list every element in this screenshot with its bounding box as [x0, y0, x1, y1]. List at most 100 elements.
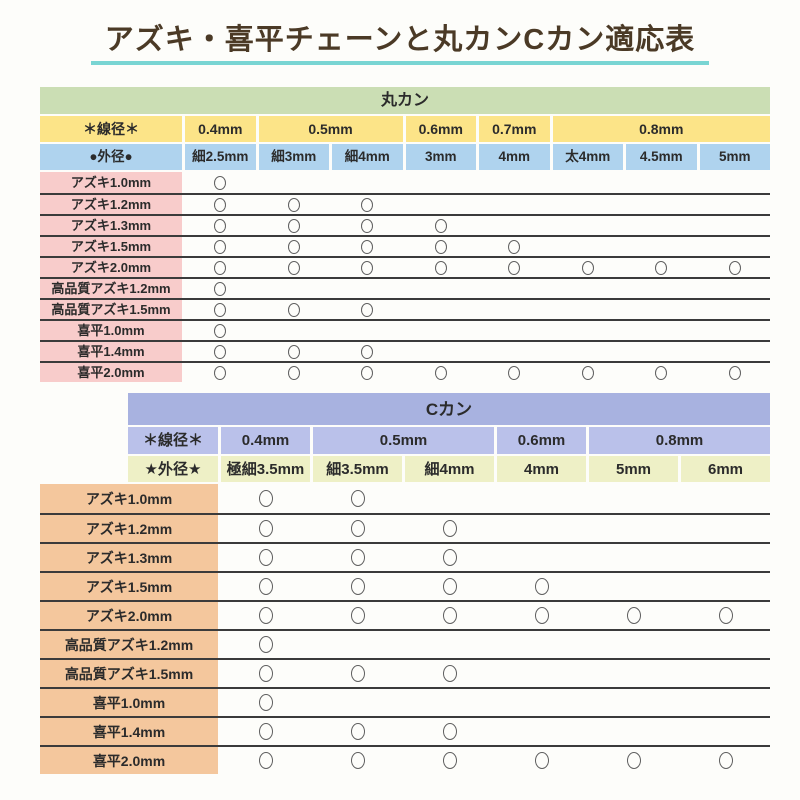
maru-kan-table: 丸カン ＊線径＊ 0.4mm 0.5mm 0.6mm 0.7mm 0.8mm ●外径● 細2.5…: [40, 87, 770, 382]
empty-cell: [626, 300, 697, 319]
empty-cell: [313, 689, 402, 716]
circle-mark: [258, 520, 273, 537]
circle-mark: [581, 260, 594, 275]
compat-cell: [221, 484, 310, 513]
circle-mark: [214, 344, 227, 359]
table-title: Cカン: [128, 393, 770, 425]
empty-cell: [700, 172, 771, 193]
compat-cell: [405, 718, 494, 745]
circle-mark: [350, 490, 365, 507]
circle-mark: [350, 752, 365, 769]
compat-cell: [405, 515, 494, 542]
compat-cell: [185, 279, 256, 298]
outer-diameter-value: 細2.5mm: [185, 144, 256, 170]
row-label: アズキ2.0mm: [40, 258, 182, 277]
compat-cell: [405, 573, 494, 600]
compat-cell: [479, 363, 550, 382]
row-label: 喜平1.4mm: [40, 342, 182, 361]
compat-cell: [589, 747, 678, 774]
outer-diameter-value: 5mm: [699, 144, 770, 170]
circle-mark: [214, 239, 227, 254]
compat-cell: [185, 363, 256, 382]
table-row: 高品質アズキ1.5mm: [40, 298, 770, 319]
circle-mark: [442, 607, 457, 624]
compat-cell: [185, 300, 256, 319]
table-row: アズキ2.0mm: [40, 600, 770, 629]
table-row: アズキ1.5mm: [40, 235, 770, 256]
header-indent-spacer: [40, 456, 125, 482]
empty-cell: [589, 544, 678, 571]
circle-mark: [718, 752, 733, 769]
empty-cell: [589, 515, 678, 542]
compat-cell: [185, 342, 256, 361]
outer-diameter-value: 4mm: [497, 456, 586, 482]
empty-cell: [681, 718, 770, 745]
outer-diameter-value: 細3mm: [258, 144, 329, 170]
compat-cell: [553, 258, 624, 277]
table-row: 喜平1.4mm: [40, 716, 770, 745]
empty-cell: [479, 279, 550, 298]
empty-cell: [497, 689, 586, 716]
row-label: 喜平1.0mm: [40, 689, 218, 716]
compat-cell: [626, 363, 697, 382]
compat-cell: [313, 544, 402, 571]
title-row: Cカン: [40, 393, 770, 425]
empty-cell: [553, 279, 624, 298]
empty-cell: [553, 237, 624, 256]
circle-mark: [350, 723, 365, 740]
compat-cell: [332, 216, 403, 235]
page: { "title": "アズキ・喜平チェーンと丸カンCカン適応表", "mark…: [0, 16, 800, 800]
empty-cell: [497, 660, 586, 687]
empty-cell: [406, 300, 477, 319]
empty-cell: [700, 321, 771, 340]
compat-cell: [406, 216, 477, 235]
compat-cell: [497, 573, 586, 600]
compat-cell: [313, 484, 402, 513]
compat-cell: [259, 363, 330, 382]
circle-mark: [434, 260, 447, 275]
circle-mark: [361, 260, 374, 275]
circle-mark: [434, 239, 447, 254]
empty-cell: [259, 279, 330, 298]
empty-cell: [626, 237, 697, 256]
row-label: 喜平1.0mm: [40, 321, 182, 340]
compat-cell: [313, 718, 402, 745]
empty-cell: [700, 300, 771, 319]
header-indent-spacer: [40, 393, 125, 425]
table-row: アズキ1.0mm: [40, 172, 770, 193]
compat-cell: [221, 544, 310, 571]
empty-cell: [553, 342, 624, 361]
empty-cell: [626, 216, 697, 235]
empty-cell: [497, 484, 586, 513]
row-label: 高品質アズキ1.5mm: [40, 660, 218, 687]
circle-mark: [214, 260, 227, 275]
empty-cell: [589, 484, 678, 513]
title-row: 丸カン: [40, 87, 770, 114]
c-kan-table: Cカン ＊線径＊ 0.4mm 0.5mm 0.6mm 0.8mm ★外径★ 極細3.5mm 細3…: [40, 393, 770, 774]
row-label: アズキ1.2mm: [40, 515, 218, 542]
compat-cell: [406, 258, 477, 277]
wire-diameter-label: ＊線径＊: [128, 427, 218, 454]
empty-cell: [553, 172, 624, 193]
table-row: アズキ1.3mm: [40, 542, 770, 571]
compat-cell: [313, 660, 402, 687]
circle-mark: [287, 365, 300, 380]
row-label: 喜平1.4mm: [40, 718, 218, 745]
senkei-row: ＊線径＊ 0.4mm 0.5mm 0.6mm 0.8mm: [40, 427, 770, 454]
circle-mark: [258, 665, 273, 682]
row-label: 喜平2.0mm: [40, 363, 182, 382]
empty-cell: [313, 631, 402, 658]
compat-cell: [221, 747, 310, 774]
empty-cell: [497, 515, 586, 542]
row-label: 高品質アズキ1.2mm: [40, 631, 218, 658]
outer-diameter-value: 太4mm: [552, 144, 623, 170]
table-title: 丸カン: [40, 87, 770, 114]
compat-cell: [313, 515, 402, 542]
compat-cell: [700, 258, 771, 277]
circle-mark: [442, 752, 457, 769]
circle-mark: [718, 607, 733, 624]
circle-mark: [258, 578, 273, 595]
circle-mark: [258, 723, 273, 740]
compat-cell: [332, 342, 403, 361]
empty-cell: [259, 321, 330, 340]
